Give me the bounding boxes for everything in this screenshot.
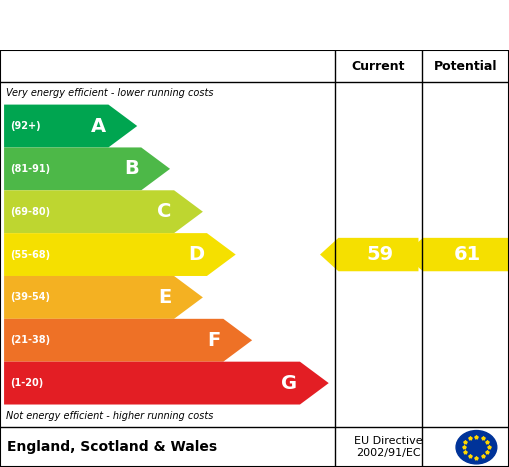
Polygon shape (4, 319, 252, 361)
Text: Very energy efficient - lower running costs: Very energy efficient - lower running co… (6, 88, 214, 98)
Text: E: E (158, 288, 172, 307)
Polygon shape (4, 190, 203, 233)
Text: C: C (157, 202, 172, 221)
Text: 61: 61 (454, 245, 481, 264)
Text: (55-68): (55-68) (10, 249, 50, 260)
Text: F: F (208, 331, 221, 350)
Circle shape (456, 431, 497, 464)
Text: (21-38): (21-38) (10, 335, 50, 345)
Text: England, Scotland & Wales: England, Scotland & Wales (7, 440, 217, 454)
Text: A: A (91, 116, 106, 135)
Text: (81-91): (81-91) (10, 164, 50, 174)
Text: Potential: Potential (434, 60, 497, 72)
Text: (69-80): (69-80) (10, 207, 50, 217)
Text: B: B (124, 159, 139, 178)
Text: (1-20): (1-20) (10, 378, 43, 388)
Text: EU Directive
2002/91/EC: EU Directive 2002/91/EC (354, 437, 423, 458)
Text: D: D (188, 245, 205, 264)
Text: (39-54): (39-54) (10, 292, 50, 303)
Polygon shape (4, 233, 236, 276)
Text: G: G (281, 374, 297, 393)
Polygon shape (4, 361, 329, 404)
Text: (92+): (92+) (10, 121, 41, 131)
Polygon shape (4, 148, 170, 190)
Text: Energy Efficiency Rating: Energy Efficiency Rating (9, 15, 316, 35)
Polygon shape (320, 238, 418, 271)
Text: Current: Current (352, 60, 405, 72)
Polygon shape (405, 238, 508, 271)
Text: 59: 59 (367, 245, 394, 264)
Polygon shape (4, 276, 203, 319)
Polygon shape (4, 105, 137, 148)
Text: Not energy efficient - higher running costs: Not energy efficient - higher running co… (6, 411, 213, 421)
